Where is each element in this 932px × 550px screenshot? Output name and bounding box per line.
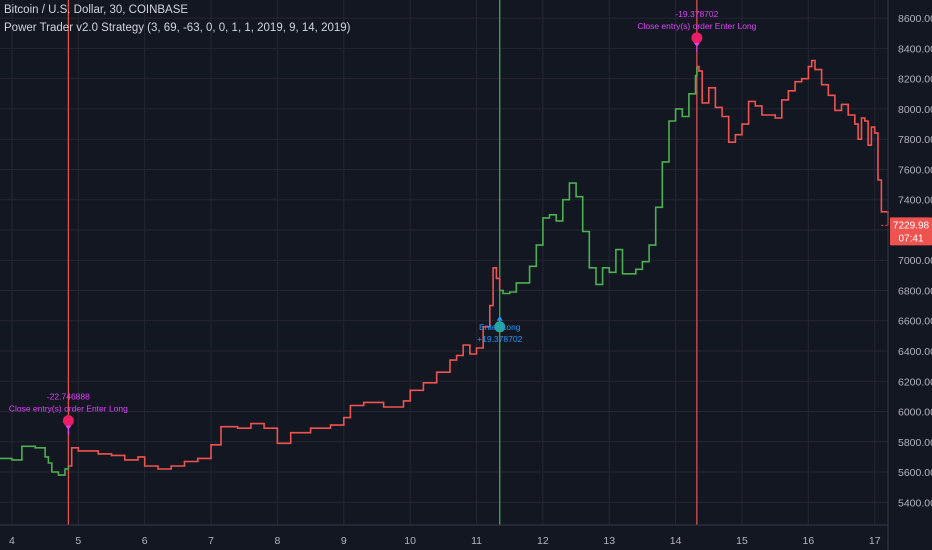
price-line-up bbox=[499, 66, 698, 295]
exit-dot bbox=[62, 415, 74, 427]
time-tick-label: 11 bbox=[471, 535, 482, 547]
price-tick-label: 6600.00 bbox=[898, 316, 932, 328]
time-tick-label: 10 bbox=[404, 535, 416, 547]
price-line-down bbox=[68, 267, 501, 470]
last-price-value: 7229.98 bbox=[893, 220, 930, 231]
price-tick-label: 6800.00 bbox=[898, 285, 932, 297]
time-tick-label: 17 bbox=[869, 535, 881, 547]
marker-label: Close entry(s) order Enter Long bbox=[637, 21, 756, 31]
entry-arrow-icon bbox=[496, 315, 503, 321]
time-tick-label: 7 bbox=[208, 535, 214, 547]
chart-grid bbox=[0, 0, 888, 525]
exit-dot bbox=[691, 32, 703, 44]
exit-arrow-icon bbox=[693, 42, 700, 47]
time-tick-label: 8 bbox=[274, 535, 280, 547]
time-tick-label: 15 bbox=[736, 535, 748, 547]
marker-label: Enter Long bbox=[479, 322, 521, 332]
exit-arrow-icon bbox=[65, 425, 72, 430]
price-line-down bbox=[696, 59, 889, 226]
price-tick-label: 7400.00 bbox=[898, 195, 932, 207]
time-tick-label: 4 bbox=[9, 535, 15, 547]
price-axis[interactable]: 5400.00 5600.00 5800.00 6000.00 6200.00 6400.… bbox=[887, 0, 932, 550]
marker-profit: -19.378702 bbox=[675, 9, 718, 19]
time-tick-label: 5 bbox=[75, 535, 81, 547]
bar-countdown: 07:41 bbox=[898, 233, 923, 244]
marker-profit: -22.746888 bbox=[47, 392, 90, 402]
trade-vertical-lines bbox=[67, 0, 698, 525]
price-tick-label: 5800.00 bbox=[898, 437, 932, 449]
price-tick-label: 8000.00 bbox=[898, 104, 932, 116]
price-tick-label: 5600.00 bbox=[898, 467, 932, 479]
price-tick-label: 8400.00 bbox=[898, 43, 932, 55]
price-tick-label: 8600.00 bbox=[898, 13, 932, 25]
time-tick-label: 13 bbox=[603, 535, 615, 547]
price-line-up bbox=[0, 445, 70, 476]
price-tick-label: 6400.00 bbox=[898, 346, 932, 358]
last-price-box bbox=[890, 217, 932, 246]
entry-dot bbox=[494, 321, 506, 333]
symbol-title: Bitcoin / U.S. Dollar, 30, COINBASE bbox=[4, 4, 189, 16]
time-tick-label: 16 bbox=[803, 535, 815, 547]
strategy-legend[interactable]: Power Trader v2.0 Strategy (3, 69, -63, … bbox=[4, 22, 351, 34]
time-tick-label: 14 bbox=[670, 535, 682, 547]
time-tick-label: 12 bbox=[537, 535, 549, 547]
trade-markers: -22.746888 Close entry(s) order Enter Lon… bbox=[9, 9, 757, 435]
price-tick-label: 7600.00 bbox=[898, 164, 932, 176]
price-series bbox=[0, 59, 889, 476]
price-tick-label: 8200.00 bbox=[898, 74, 932, 86]
price-tick-label: 6000.00 bbox=[898, 407, 932, 419]
marker-label: Close entry(s) order Enter Long bbox=[9, 404, 128, 414]
price-tick-label: 7000.00 bbox=[898, 255, 932, 267]
marker-profit: +19.378702 bbox=[477, 334, 522, 344]
price-tick-label: 7800.00 bbox=[898, 134, 932, 146]
price-tick-label: 6200.00 bbox=[898, 376, 932, 388]
time-tick-label: 9 bbox=[341, 535, 347, 547]
time-tick-label: 6 bbox=[142, 535, 148, 547]
last-price-tag: 7229.98 07:41 bbox=[881, 217, 932, 246]
price-tick-label: 5400.00 bbox=[898, 497, 932, 509]
time-axis[interactable]: 4 5 6 7 8 9 10 11 12 13 14 15 16 17 bbox=[0, 524, 888, 547]
